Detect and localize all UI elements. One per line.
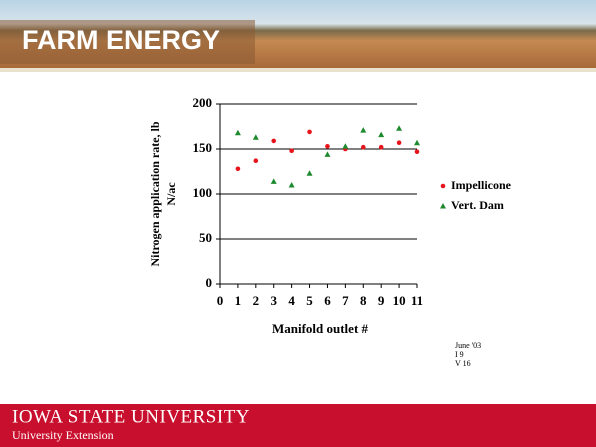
x-tick-label: 11 xyxy=(411,293,423,308)
y-tick-label: 150 xyxy=(193,140,213,155)
x-tick-label: 0 xyxy=(217,293,224,308)
circle-marker xyxy=(397,140,402,145)
circle-marker xyxy=(325,144,330,149)
x-tick-label: 6 xyxy=(324,293,331,308)
y-tick-label: 50 xyxy=(199,230,212,245)
header-rule xyxy=(0,68,596,72)
circle-marker xyxy=(271,139,276,144)
x-tick-label: 9 xyxy=(378,293,385,308)
circle-marker xyxy=(289,149,294,154)
x-tick-label: 4 xyxy=(288,293,295,308)
y-tick-label: 100 xyxy=(193,185,213,200)
y-tick-label: 0 xyxy=(206,275,213,290)
footer-extension: University Extension xyxy=(12,428,114,442)
note: I 9 xyxy=(455,350,464,359)
note: June '03 xyxy=(455,341,481,350)
y-tick-label: 200 xyxy=(193,95,213,110)
circle-marker xyxy=(415,149,420,154)
y-axis-label: Nitrogen application rate, lb xyxy=(148,121,162,266)
circle-marker xyxy=(361,145,366,150)
x-tick-label: 1 xyxy=(235,293,242,308)
slide: FARM ENERGY IOWA STATE UNIVERSITY Univer… xyxy=(0,0,596,447)
x-tick-label: 2 xyxy=(253,293,260,308)
y-axis-label: N/ac xyxy=(164,182,178,206)
note: V 16 xyxy=(455,359,471,368)
circle-marker xyxy=(236,167,241,172)
x-tick-label: 5 xyxy=(306,293,313,308)
legend-label: Impellicone xyxy=(451,178,512,192)
circle-marker xyxy=(379,145,384,150)
slide-title: FARM ENERGY xyxy=(22,25,220,55)
x-tick-label: 7 xyxy=(342,293,349,308)
circle-marker xyxy=(307,130,312,135)
x-axis-label: Manifold outlet # xyxy=(272,321,369,336)
footer-university: IOWA STATE UNIVERSITY xyxy=(12,406,250,427)
x-tick-label: 3 xyxy=(270,293,277,308)
legend-label: Vert. Dam xyxy=(451,198,504,212)
x-tick-label: 10 xyxy=(393,293,406,308)
x-tick-label: 8 xyxy=(360,293,367,308)
circle-marker xyxy=(254,158,259,163)
legend-marker xyxy=(441,184,446,189)
